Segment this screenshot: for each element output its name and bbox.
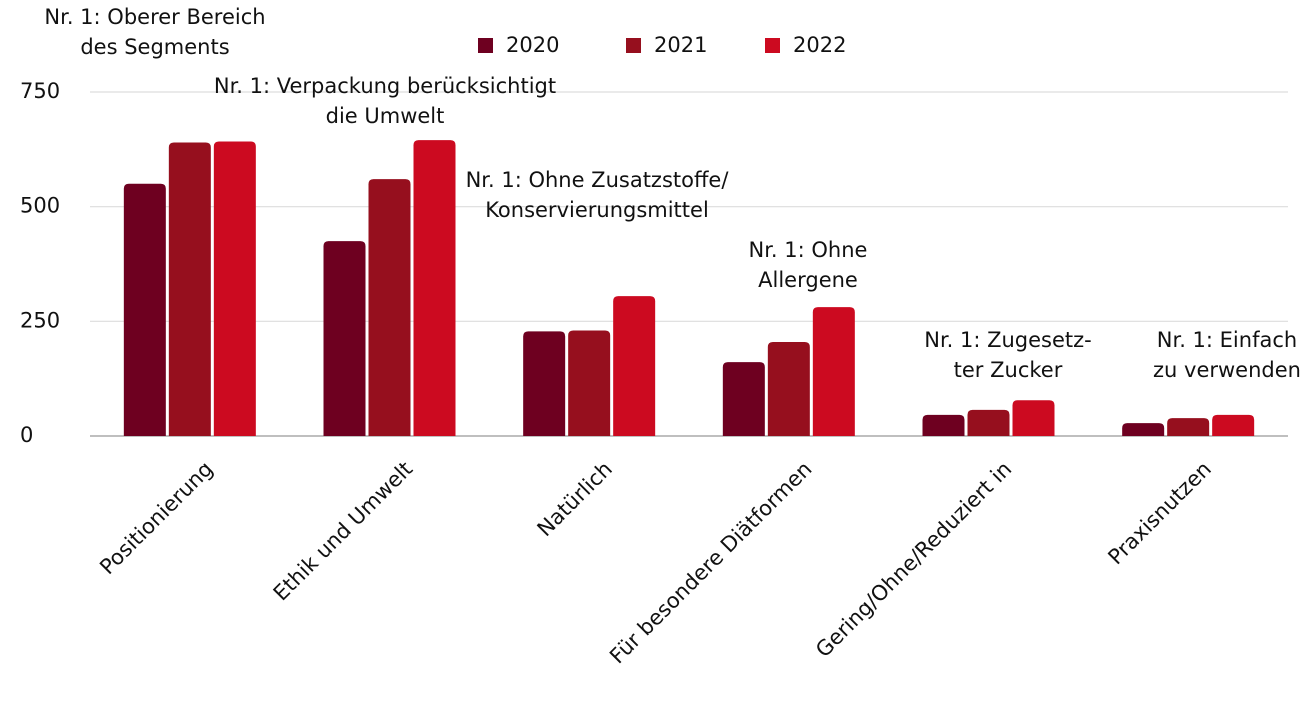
x-tick-label: Für besondere Diätformen <box>605 457 817 669</box>
x-tick-label: Natürlich <box>533 457 617 541</box>
bar <box>413 140 456 436</box>
bar <box>1212 414 1255 436</box>
y-tick-label: 500 <box>20 194 60 218</box>
x-tick-label: Ethik und Umwelt <box>269 457 418 606</box>
annotation: Konservierungsmittel <box>485 198 709 222</box>
annotation: Nr. 1: Ohne <box>749 238 868 262</box>
bar <box>568 330 611 436</box>
bar <box>1167 418 1210 436</box>
legend-swatch <box>626 38 641 53</box>
annotation: Nr. 1: Einfach <box>1157 328 1297 352</box>
bar <box>1012 400 1055 436</box>
bar <box>967 409 1010 436</box>
legend-label: 2021 <box>654 33 707 57</box>
y-tick-label: 0 <box>20 423 33 447</box>
annotation: Allergene <box>758 268 858 292</box>
legend-swatch <box>765 38 780 53</box>
bar <box>922 414 965 436</box>
annotation: Nr. 1: Verpackung berücksichtigt <box>214 74 556 98</box>
bar <box>767 341 810 436</box>
legend-label: 2022 <box>793 33 846 57</box>
bar <box>168 142 211 436</box>
bar <box>123 183 166 436</box>
annotation: ter Zucker <box>954 358 1063 382</box>
bar <box>613 296 656 436</box>
annotation: Nr. 1: Oberer Bereich <box>44 5 265 29</box>
annotation: des Segments <box>80 35 229 59</box>
bar <box>323 241 366 436</box>
bar <box>812 307 855 436</box>
x-tick-label: Gering/Ohne/Reduziert in <box>811 457 1016 662</box>
annotation: Nr. 1: Zugesetz- <box>924 328 1092 352</box>
bar <box>213 141 256 436</box>
annotation: zu verwenden <box>1153 358 1301 382</box>
legend-label: 2020 <box>506 33 559 57</box>
legend-swatch <box>478 38 493 53</box>
bar <box>722 362 765 436</box>
bar <box>1122 423 1165 436</box>
y-tick-label: 250 <box>20 308 60 332</box>
x-tick-label: Praxisnutzen <box>1103 457 1216 570</box>
x-tick-label: Positionierung <box>95 457 217 579</box>
bar <box>523 331 566 436</box>
bar <box>368 179 411 436</box>
annotation: die Umwelt <box>326 104 445 128</box>
annotation: Nr. 1: Ohne Zusatzstoffe/ <box>466 168 730 192</box>
y-tick-label: 750 <box>20 79 60 103</box>
